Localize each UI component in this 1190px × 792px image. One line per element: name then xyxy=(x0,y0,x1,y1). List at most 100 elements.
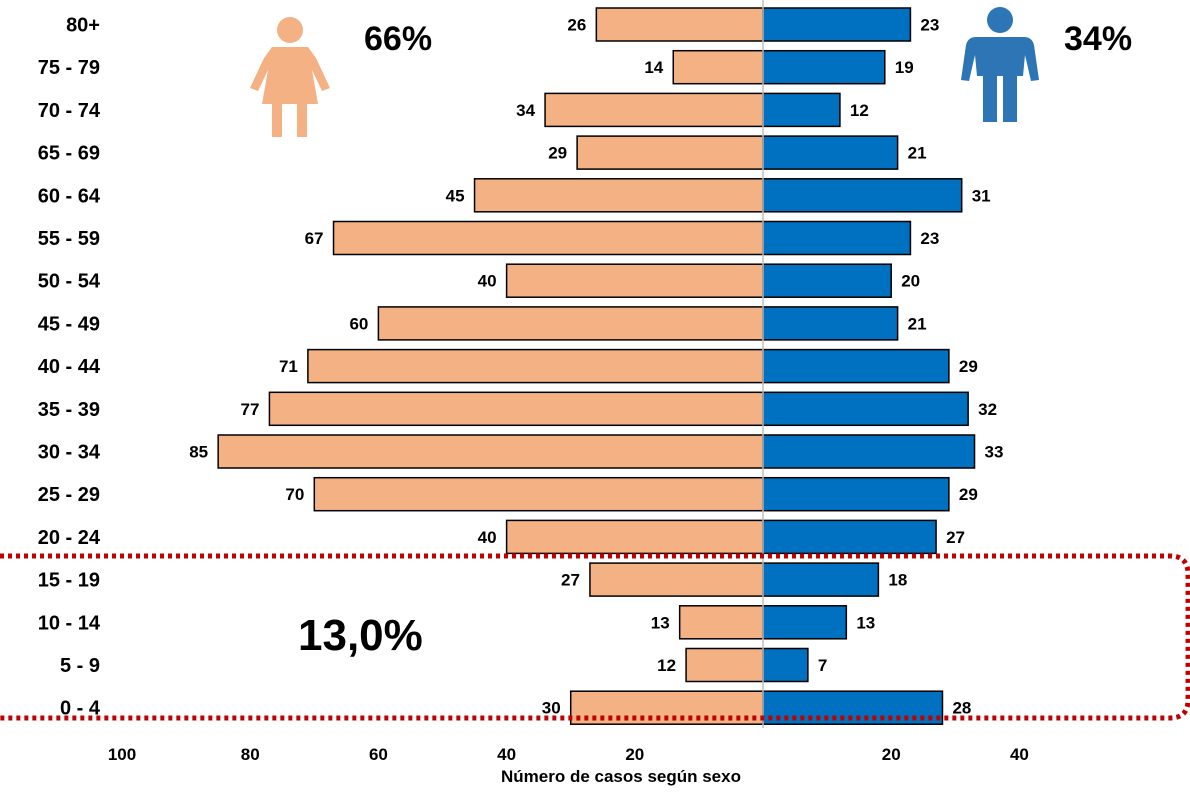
male-bar-9 xyxy=(762,391,969,427)
age-group-label-3: 65 - 69 xyxy=(38,143,100,165)
male-bar-6 xyxy=(762,263,892,298)
female-value-label-5: 67 xyxy=(305,229,324,248)
female-value-label-2: 34 xyxy=(516,101,535,120)
female-bar-9 xyxy=(268,391,764,427)
female-bar-8 xyxy=(307,348,764,384)
x-tick-left-4: 20 xyxy=(625,745,644,764)
male-value-label-6: 20 xyxy=(901,272,920,291)
male-value-label-15: 7 xyxy=(818,656,827,675)
male-value-label-8: 29 xyxy=(959,357,978,376)
age-group-label-13: 15 - 19 xyxy=(38,570,100,592)
female-value-label-16: 30 xyxy=(542,699,561,718)
male-bar-15 xyxy=(762,647,809,683)
female-value-label-3: 29 xyxy=(548,144,567,163)
age-group-label-10: 30 - 34 xyxy=(38,442,101,464)
male-value-label-14: 13 xyxy=(856,613,875,632)
x-axis-label: Número de casos según sexo xyxy=(501,767,741,786)
x-tick-left-3: 40 xyxy=(497,745,516,764)
female-percentage: 66% xyxy=(364,20,432,58)
female-value-label-15: 12 xyxy=(657,656,676,675)
male-value-label-4: 31 xyxy=(972,186,991,205)
female-bar-14 xyxy=(678,605,764,640)
age-group-label-5: 55 - 59 xyxy=(38,228,100,250)
age-group-label-7: 45 - 49 xyxy=(38,313,100,335)
female-value-label-14: 13 xyxy=(651,613,670,632)
male-bar-8 xyxy=(762,348,950,384)
female-bar-12 xyxy=(505,519,764,555)
female-value-label-12: 40 xyxy=(478,528,497,547)
age-group-label-6: 50 - 54 xyxy=(38,271,101,293)
under-20-percentage: 13,0% xyxy=(298,611,423,660)
male-value-label-5: 23 xyxy=(920,229,939,248)
male-value-label-11: 29 xyxy=(959,485,978,504)
age-group-label-1: 75 - 79 xyxy=(38,57,100,79)
female-bar-11 xyxy=(313,476,764,512)
male-percentage: 34% xyxy=(1064,20,1132,58)
age-group-label-2: 70 - 74 xyxy=(38,100,101,122)
female-value-label-9: 77 xyxy=(241,400,260,419)
female-value-label-10: 85 xyxy=(189,443,208,462)
male-bar-5 xyxy=(762,220,912,256)
male-value-label-7: 21 xyxy=(908,314,927,333)
female-bar-13 xyxy=(589,562,764,597)
male-bar-7 xyxy=(762,306,899,341)
age-labels-group: 80+ 75 - 79 70 - 74 65 - 69 60 - 64 55 - 59 50… xyxy=(38,15,101,720)
male-bar-3 xyxy=(762,135,899,170)
age-group-label-4: 60 - 64 xyxy=(38,185,101,207)
female-bar-15 xyxy=(685,647,764,683)
age-group-label-12: 20 - 24 xyxy=(38,527,101,549)
female-value-label-8: 71 xyxy=(279,357,298,376)
age-group-label-8: 40 - 44 xyxy=(38,356,101,378)
x-tick-right-0: 20 xyxy=(882,745,901,764)
x-ticks-group: 100 80 60 40 20 20 40 xyxy=(108,745,1029,764)
male-value-label-0: 23 xyxy=(920,16,939,35)
value-labels-group: 26 23 14 19 34 12 29 21 45 31 67 23 40 20 60 21 71 29 77 32… xyxy=(189,16,1003,718)
male-bar-13 xyxy=(762,562,880,597)
female-bar-2 xyxy=(544,92,764,128)
female-value-label-7: 60 xyxy=(349,314,368,333)
female-bar-0 xyxy=(595,7,764,42)
age-group-label-0: 80+ xyxy=(66,15,100,37)
male-bar-4 xyxy=(762,178,963,213)
male-bar-0 xyxy=(762,7,912,42)
age-group-label-11: 25 - 29 xyxy=(38,484,100,506)
female-value-label-11: 70 xyxy=(285,485,304,504)
under-20-highlight-box xyxy=(0,553,1190,721)
female-value-label-0: 26 xyxy=(567,16,586,35)
female-bar-3 xyxy=(576,135,764,170)
male-bar-11 xyxy=(762,476,950,512)
female-bar-10 xyxy=(217,434,764,469)
female-bar-4 xyxy=(473,178,764,213)
age-group-label-16: 0 - 4 xyxy=(60,698,101,720)
male-bar-1 xyxy=(762,49,886,85)
female-bar-6 xyxy=(505,263,764,298)
female-bar-7 xyxy=(377,306,764,341)
female-icon xyxy=(250,17,330,137)
male-value-label-13: 18 xyxy=(888,571,907,590)
female-value-label-1: 14 xyxy=(644,58,663,77)
age-group-label-9: 35 - 39 xyxy=(38,399,100,421)
female-value-label-4: 45 xyxy=(446,186,465,205)
male-icon xyxy=(961,7,1039,122)
male-value-label-9: 32 xyxy=(978,400,997,419)
male-value-label-1: 19 xyxy=(895,58,914,77)
male-value-label-3: 21 xyxy=(908,144,927,163)
x-tick-left-2: 60 xyxy=(369,745,388,764)
male-bar-2 xyxy=(762,92,841,128)
age-group-label-14: 10 - 14 xyxy=(38,612,101,634)
male-value-label-16: 28 xyxy=(952,699,971,718)
male-value-label-10: 33 xyxy=(985,443,1004,462)
female-bar-1 xyxy=(672,49,764,85)
male-value-label-2: 12 xyxy=(850,101,869,120)
male-bar-14 xyxy=(762,605,848,640)
female-bar-5 xyxy=(332,220,764,256)
female-value-label-13: 27 xyxy=(561,571,580,590)
female-value-label-6: 40 xyxy=(478,272,497,291)
male-value-label-12: 27 xyxy=(946,528,965,547)
x-tick-left-0: 100 xyxy=(108,745,136,764)
bars-group xyxy=(217,7,976,725)
x-tick-right-1: 40 xyxy=(1010,745,1029,764)
male-bar-12 xyxy=(762,519,937,555)
x-tick-left-1: 80 xyxy=(241,745,260,764)
